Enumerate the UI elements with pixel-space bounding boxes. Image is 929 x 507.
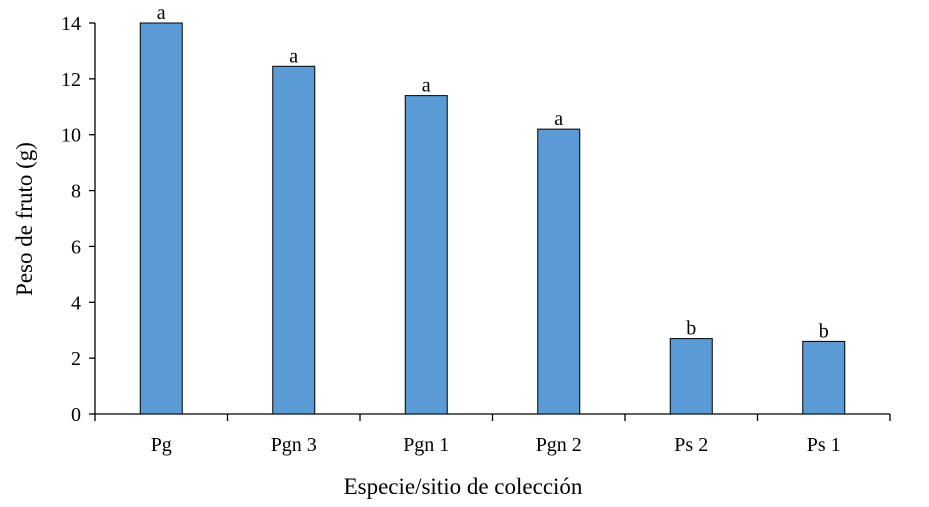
bar-data-label: a [422, 75, 431, 97]
y-tick-label: 14 [61, 13, 81, 35]
x-tick-label: Pgn 1 [403, 434, 449, 456]
y-tick-label: 12 [61, 69, 81, 91]
bar [139, 22, 183, 415]
x-tick-label: Ps 2 [674, 434, 708, 456]
y-axis-title: Peso de fruto (g) [12, 142, 37, 296]
bar-data-label: a [157, 2, 166, 24]
y-tick-label: 8 [71, 181, 81, 203]
bar-data-label: a [289, 45, 298, 67]
x-tick-label: Ps 1 [807, 434, 841, 456]
x-axis-title: Especie/sitio de colección [344, 474, 583, 499]
y-tick-label: 2 [71, 348, 81, 370]
bar [272, 65, 316, 415]
bar-data-label: a [554, 108, 563, 130]
bar [404, 95, 448, 415]
x-tick-label: Pgn 2 [536, 434, 582, 456]
x-tick-label: Pgn 3 [271, 434, 317, 456]
y-tick-label: 0 [71, 404, 81, 426]
y-tick-label: 4 [71, 292, 81, 314]
bar [669, 338, 713, 415]
bar-data-label: b [686, 318, 696, 340]
y-tick-label: 10 [61, 125, 81, 147]
y-tick-label: 6 [71, 236, 81, 258]
bar [802, 340, 846, 415]
bar-data-label: b [819, 320, 829, 342]
x-tick-label: Pg [151, 434, 172, 456]
bar [537, 128, 581, 415]
